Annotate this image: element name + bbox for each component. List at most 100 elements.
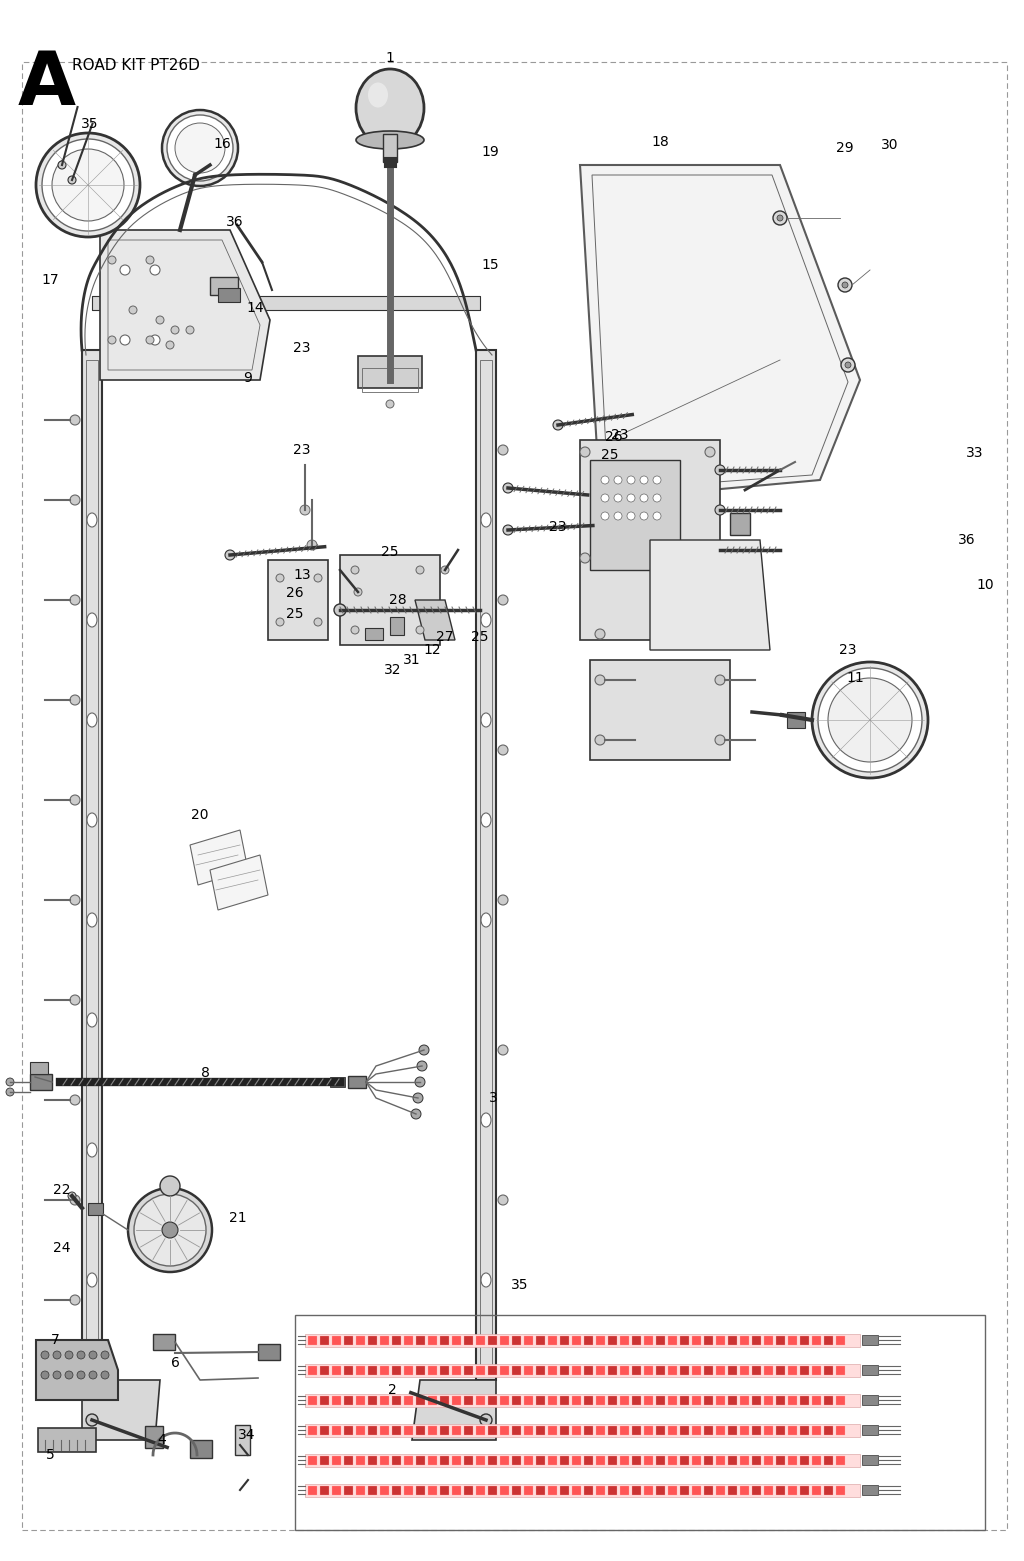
Text: 9: 9	[244, 372, 253, 386]
Bar	[305, 1424, 860, 1438]
Text: 30: 30	[882, 137, 899, 151]
Bar	[644, 1366, 653, 1375]
Bar	[836, 1456, 845, 1466]
Bar	[362, 368, 418, 392]
Bar	[824, 1456, 833, 1466]
Bar	[644, 1486, 653, 1495]
Circle shape	[146, 336, 154, 343]
Bar	[800, 1456, 809, 1466]
Bar	[392, 1366, 401, 1375]
Circle shape	[503, 524, 513, 535]
Circle shape	[101, 1350, 109, 1360]
Bar	[440, 1396, 449, 1405]
Bar	[716, 1366, 725, 1375]
Text: 13: 13	[293, 568, 311, 582]
Text: 14: 14	[246, 301, 264, 315]
Bar	[632, 1336, 641, 1346]
Bar	[548, 1427, 557, 1435]
Bar	[692, 1336, 701, 1346]
Bar	[308, 1336, 317, 1346]
Bar	[764, 1427, 773, 1435]
Polygon shape	[580, 440, 720, 640]
Bar	[452, 1396, 461, 1405]
Text: 15: 15	[481, 258, 499, 272]
Bar	[464, 1427, 473, 1435]
Bar	[656, 1396, 665, 1405]
Bar	[548, 1366, 557, 1375]
Bar	[730, 514, 750, 535]
Bar	[824, 1336, 833, 1346]
Bar	[824, 1427, 833, 1435]
Circle shape	[146, 256, 154, 264]
Bar	[464, 1366, 473, 1375]
Bar	[836, 1336, 845, 1346]
Circle shape	[411, 1108, 421, 1119]
Bar	[368, 1427, 377, 1435]
Circle shape	[580, 446, 590, 457]
Text: ROAD KIT PT26D: ROAD KIT PT26D	[72, 58, 200, 73]
Circle shape	[580, 553, 590, 564]
Circle shape	[175, 123, 225, 173]
Bar	[145, 1427, 163, 1449]
Bar	[330, 1077, 345, 1086]
Text: 10: 10	[976, 578, 994, 592]
Bar	[787, 712, 805, 727]
Ellipse shape	[481, 613, 490, 628]
Bar	[404, 1396, 413, 1405]
Circle shape	[498, 745, 508, 756]
Bar	[572, 1486, 581, 1495]
Text: 20: 20	[191, 809, 209, 823]
Text: 17: 17	[41, 273, 58, 287]
Bar	[368, 1336, 377, 1346]
Ellipse shape	[87, 1274, 97, 1286]
Bar	[728, 1427, 737, 1435]
Circle shape	[77, 1350, 85, 1360]
Bar	[380, 1336, 389, 1346]
Bar	[812, 1486, 821, 1495]
Ellipse shape	[87, 1013, 97, 1027]
Circle shape	[68, 176, 76, 184]
Bar	[305, 1394, 860, 1406]
Text: 2: 2	[388, 1383, 396, 1397]
Bar	[668, 1486, 677, 1495]
Bar	[368, 1486, 377, 1495]
Bar	[788, 1427, 797, 1435]
Bar	[365, 628, 383, 640]
Bar	[305, 1364, 860, 1377]
Text: 33: 33	[967, 446, 984, 460]
Bar	[440, 1486, 449, 1495]
Bar	[416, 1427, 425, 1435]
Text: 1: 1	[385, 52, 394, 66]
Polygon shape	[340, 556, 440, 645]
Text: 23: 23	[840, 643, 857, 657]
Bar	[464, 1396, 473, 1405]
Bar	[862, 1335, 878, 1346]
Circle shape	[601, 512, 609, 520]
Bar	[862, 1364, 878, 1375]
Bar	[210, 276, 238, 295]
Bar	[776, 1427, 785, 1435]
Bar	[764, 1336, 773, 1346]
Bar	[536, 1486, 545, 1495]
Bar	[620, 1456, 629, 1466]
Bar	[632, 1366, 641, 1375]
Text: 27: 27	[436, 631, 454, 645]
Bar	[380, 1366, 389, 1375]
Text: 35: 35	[511, 1278, 528, 1293]
Bar	[705, 1366, 713, 1375]
Bar	[788, 1456, 797, 1466]
Circle shape	[276, 574, 284, 582]
Bar	[620, 1486, 629, 1495]
Text: 32: 32	[384, 663, 401, 677]
Bar	[740, 1336, 749, 1346]
Bar	[836, 1486, 845, 1495]
Bar	[440, 1366, 449, 1375]
Bar	[392, 1427, 401, 1435]
Bar	[368, 1366, 377, 1375]
Bar	[656, 1427, 665, 1435]
Circle shape	[89, 1350, 97, 1360]
Bar	[416, 1366, 425, 1375]
Bar	[644, 1456, 653, 1466]
Text: 34: 34	[239, 1428, 256, 1442]
Bar	[380, 1427, 389, 1435]
